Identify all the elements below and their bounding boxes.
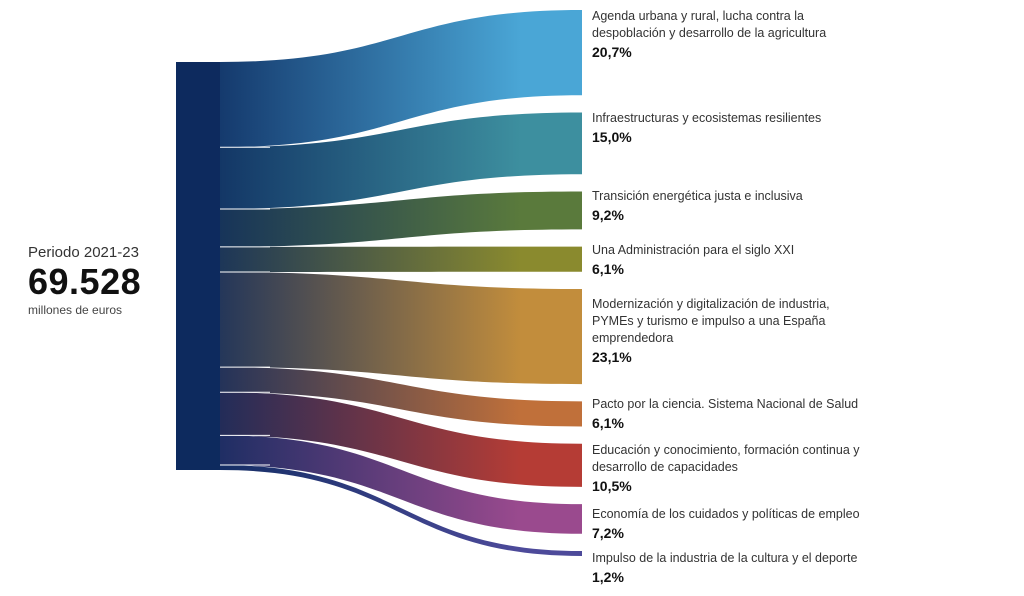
target-value: 23,1% xyxy=(592,349,632,365)
flow-band-8 xyxy=(176,435,582,534)
target-name: Pacto por la ciencia. Sistema Nacional d… xyxy=(592,397,859,411)
period-label: Periodo 2021-23 xyxy=(28,244,139,261)
flow-band-4 xyxy=(176,246,582,272)
target-name: Infraestructuras y ecosistemas resilient… xyxy=(592,111,822,125)
target-label-4: Una Administración para el siglo XXI 6,1% xyxy=(592,242,892,278)
source-label-group: Periodo 2021-23 69.528 millones de euros xyxy=(28,244,178,317)
flow-band-1 xyxy=(176,10,582,148)
target-name: Transición energética justa e inclusiva xyxy=(592,189,803,203)
target-label-2: Infraestructuras y ecosistemas resilient… xyxy=(592,110,892,146)
target-value: 7,2% xyxy=(592,525,624,541)
target-name: Educación y conocimiento, formación cont… xyxy=(592,443,860,474)
flow-band-6 xyxy=(176,367,582,427)
target-value: 10,5% xyxy=(592,478,632,494)
flow-band-3 xyxy=(176,191,582,247)
target-value: 6,1% xyxy=(592,261,624,277)
target-value: 1,2% xyxy=(592,569,624,585)
flow-band-5 xyxy=(176,271,582,385)
target-name: Economía de los cuidados y políticas de … xyxy=(592,507,860,521)
source-node xyxy=(176,62,220,470)
target-value: 6,1% xyxy=(592,415,624,431)
target-value: 9,2% xyxy=(592,207,624,223)
target-label-6: Pacto por la ciencia. Sistema Nacional d… xyxy=(592,396,892,432)
target-label-5: Modernización y digitalización de indust… xyxy=(592,296,867,366)
target-name: Agenda urbana y rural, lucha contra la d… xyxy=(592,9,827,40)
target-label-8: Economía de los cuidados y políticas de … xyxy=(592,506,892,542)
target-label-7: Educación y conocimiento, formación cont… xyxy=(592,442,892,495)
unit-label: millones de euros xyxy=(28,303,123,317)
target-name: Una Administración para el siglo XXI xyxy=(592,243,795,257)
target-label-3: Transición energética justa e inclusiva 9… xyxy=(592,188,892,224)
target-label-1: Agenda urbana y rural, lucha contra la d… xyxy=(592,8,862,61)
target-label-9: Impulso de la industria de la cultura y … xyxy=(592,550,902,586)
flow-band-2 xyxy=(176,112,582,209)
target-name: Impulso de la industria de la cultura y … xyxy=(592,551,858,565)
total-value: 69.528 xyxy=(28,261,142,302)
target-name: Modernización y digitalización de indust… xyxy=(592,297,830,345)
target-value: 20,7% xyxy=(592,44,632,60)
target-value: 15,0% xyxy=(592,129,632,145)
flow-band-7 xyxy=(176,392,582,487)
